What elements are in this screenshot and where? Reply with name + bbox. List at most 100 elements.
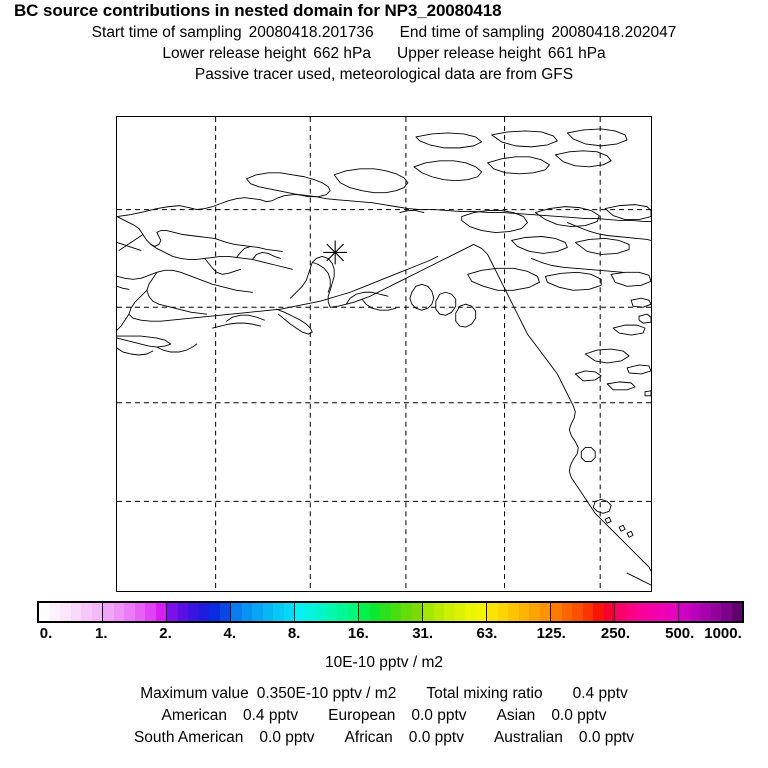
colorbar-step-2-3 <box>198 603 209 621</box>
colorbar-step-4-1 <box>305 603 316 621</box>
colorbar-segment-6 <box>423 603 487 621</box>
colorbar-step-6-4 <box>465 603 476 621</box>
colorbar-step-10-0 <box>679 603 690 621</box>
map-plot-panel[interactable] <box>116 116 652 592</box>
coastline-paths <box>117 128 651 586</box>
region-label-australian: Australian <box>493 729 563 746</box>
colorbar-step-4-3 <box>326 603 337 621</box>
region-label-european: European <box>328 707 396 724</box>
colorbar-step-6-0 <box>423 603 434 621</box>
colorbar-step-10-4 <box>721 603 732 621</box>
end-time-value: 20080418.202047 <box>551 24 677 41</box>
colorbar-tick-10: 500. <box>665 625 695 642</box>
colorbar-step-6-3 <box>454 603 465 621</box>
colorbar-step-3-1 <box>241 603 252 621</box>
total-mixing-ratio-label: Total mixing ratio <box>426 685 543 702</box>
colorbar-tick-6: 31. <box>412 625 434 642</box>
colorbar-step-7-3 <box>518 603 529 621</box>
colorbar-step-0-4 <box>81 603 92 621</box>
colorbar-segment-3 <box>231 603 295 621</box>
region-label-south-american: South American <box>133 729 244 746</box>
colorbar-step-8-1 <box>561 603 572 621</box>
region-label-asian: Asian <box>496 707 536 724</box>
colorbar-segment-5 <box>359 603 423 621</box>
colorbar-step-10-5 <box>731 603 742 621</box>
colorbar-step-8-2 <box>572 603 583 621</box>
sampling-time-row: Start time of sampling 20080418.201736 End… <box>0 22 768 43</box>
colorbar-step-5-2 <box>380 603 391 621</box>
colorbar[interactable] <box>37 601 744 623</box>
colorbar-step-9-3 <box>646 603 657 621</box>
region-row-2: South American 0.0 pptv African 0.0 pptv Aus… <box>0 727 768 749</box>
colorbar-tick-2: 2. <box>159 625 172 642</box>
tracer-note: Passive tracer used, meteorological data… <box>194 66 574 83</box>
colorbar-step-4-4 <box>337 603 348 621</box>
colorbar-tick-3: 4. <box>223 625 237 642</box>
end-time-label: End time of sampling <box>399 24 545 41</box>
colorbar-step-9-2 <box>636 603 647 621</box>
colorbar-segment-10 <box>679 603 742 621</box>
colorbar-step-6-5 <box>475 603 486 621</box>
upper-release-height-value: 661 hPa <box>547 45 606 62</box>
colorbar-step-10-2 <box>700 603 711 621</box>
colorbar-step-7-2 <box>508 603 519 621</box>
region-value-african: 0.0 pptv <box>408 729 464 746</box>
region-row-1: American 0.4 pptv European 0.0 pptv Asian 0.0… <box>0 705 768 727</box>
colorbar-step-3-3 <box>262 603 273 621</box>
release-height-row: Lower release height 662 hPa Upper release… <box>0 43 768 64</box>
colorbar-segment-4 <box>295 603 359 621</box>
colorbar-segment-1 <box>103 603 167 621</box>
colorbar-segment-0 <box>39 603 103 621</box>
colorbar-step-1-1 <box>113 603 124 621</box>
colorbar-step-1-3 <box>134 603 145 621</box>
colorbar-tick-1: 1. <box>95 625 108 642</box>
colorbar-tick-11: 1000. <box>704 625 742 642</box>
colorbar-step-4-2 <box>316 603 327 621</box>
colorbar-step-7-0 <box>487 603 498 621</box>
colorbar-step-6-2 <box>444 603 455 621</box>
colorbar-step-10-3 <box>710 603 721 621</box>
colorbar-segment-8 <box>551 603 615 621</box>
colorbar-step-5-5 <box>411 603 422 621</box>
colorbar-step-0-2 <box>60 603 71 621</box>
colorbar-step-5-4 <box>401 603 412 621</box>
colorbar-step-9-0 <box>615 603 626 621</box>
colorbar-tick-0: 0. <box>39 625 53 642</box>
max-and-total-row: Maximum value 0.350E-10 pptv / m2 Total mi… <box>0 683 768 705</box>
colorbar-step-0-1 <box>49 603 60 621</box>
map-canvas <box>117 117 651 591</box>
colorbar-step-2-1 <box>177 603 188 621</box>
maximum-value: 0.350E-10 pptv / m2 <box>256 685 397 702</box>
colorbar-segment-7 <box>487 603 551 621</box>
page-title: BC source contributions in nested domain… <box>14 1 502 20</box>
colorbar-step-2-2 <box>188 603 199 621</box>
colorbar-step-2-4 <box>209 603 220 621</box>
colorbar-step-5-1 <box>369 603 380 621</box>
map-gridlines <box>117 117 651 591</box>
colorbar-segment-9 <box>615 603 679 621</box>
start-time-label: Start time of sampling <box>91 24 242 41</box>
maximum-value-label: Maximum value <box>140 685 249 702</box>
colorbar-step-3-4 <box>273 603 284 621</box>
colorbar-step-10-1 <box>689 603 700 621</box>
colorbar-unit-label: 10E-10 pptv / m2 <box>324 654 444 671</box>
colorbar-segment-2 <box>167 603 231 621</box>
colorbar-step-2-0 <box>167 603 178 621</box>
colorbar-tick-5: 16. <box>347 625 369 642</box>
region-value-south-american: 0.0 pptv <box>259 729 315 746</box>
region-value-european: 0.0 pptv <box>411 707 467 724</box>
region-label-african: African <box>344 729 393 746</box>
colorbar-step-6-1 <box>433 603 444 621</box>
lower-release-height-value: 662 hPa <box>313 45 371 62</box>
colorbar-step-8-5 <box>603 603 614 621</box>
colorbar-step-5-3 <box>390 603 401 621</box>
colorbar-step-5-0 <box>359 603 370 621</box>
colorbar-step-8-4 <box>593 603 604 621</box>
colorbar-step-3-5 <box>283 603 294 621</box>
region-value-australian: 0.0 pptv <box>578 729 635 746</box>
colorbar-step-1-5 <box>155 603 166 621</box>
colorbar-step-7-5 <box>539 603 550 621</box>
colorbar-step-3-2 <box>252 603 263 621</box>
region-value-asian: 0.0 pptv <box>551 707 607 724</box>
total-mixing-ratio-value: 0.4 pptv <box>572 685 628 702</box>
